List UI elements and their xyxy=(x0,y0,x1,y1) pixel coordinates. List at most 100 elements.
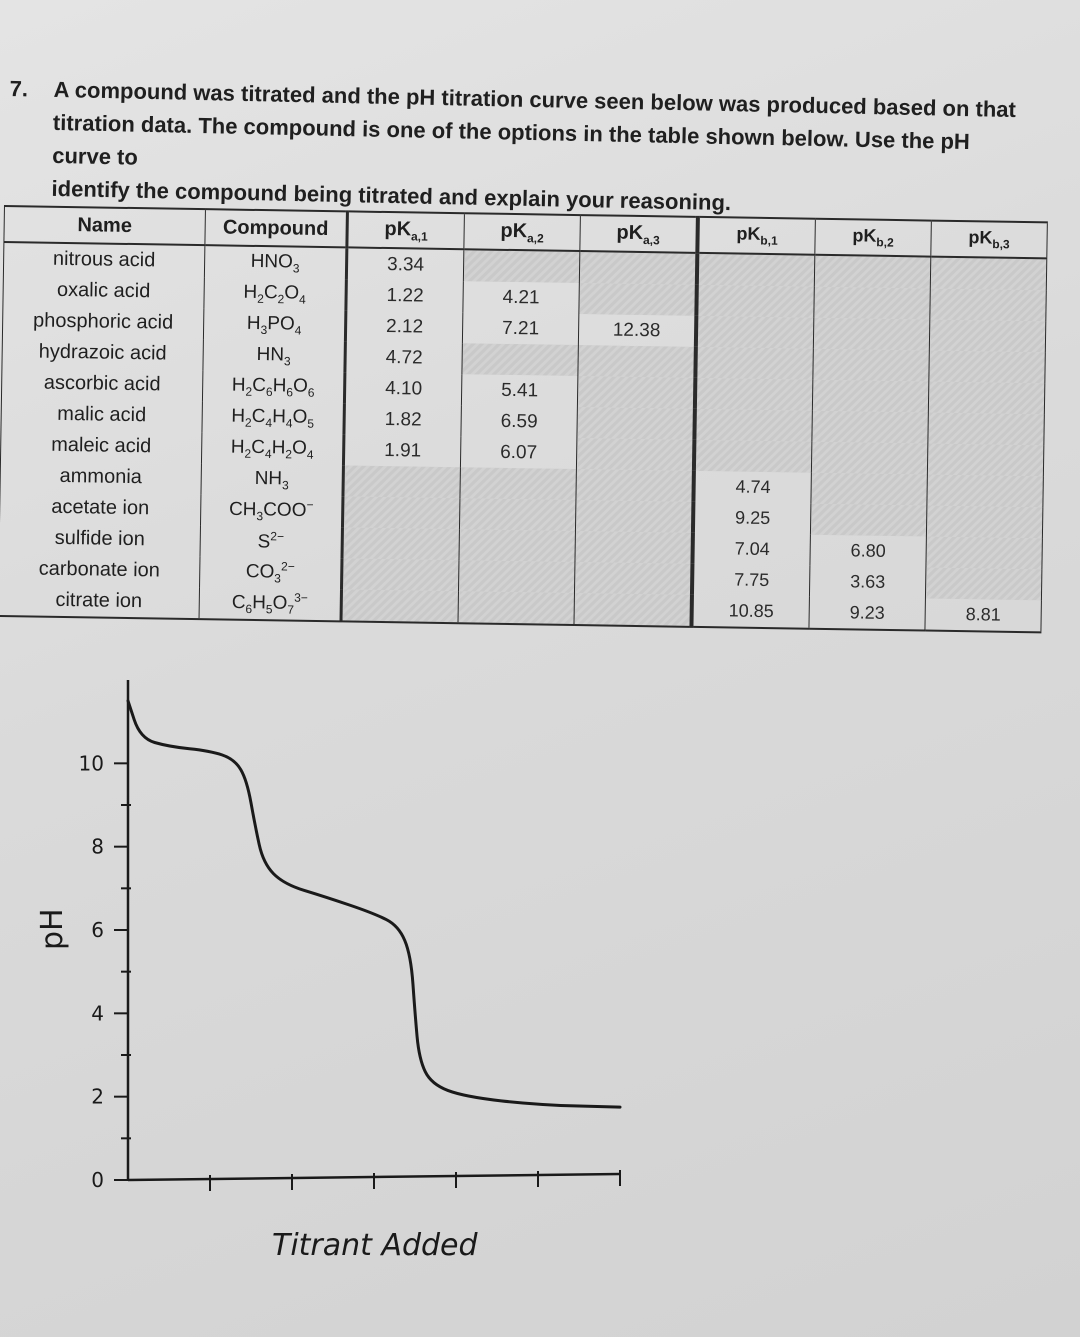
row-pka2 xyxy=(458,529,576,563)
row-pka2: 5.41 xyxy=(461,374,578,408)
row-pka1: 3.34 xyxy=(346,247,464,282)
row-pka2 xyxy=(457,591,575,626)
row-pka2: 6.59 xyxy=(460,405,578,439)
row-compound: H3PO4 xyxy=(203,308,346,342)
row-pkb2: 3.63 xyxy=(809,565,926,599)
row-pkb2 xyxy=(813,317,930,351)
row-pka1: 1.82 xyxy=(343,403,462,437)
row-pkb1 xyxy=(696,252,815,287)
row-pkb3 xyxy=(929,319,1046,353)
row-pkb2 xyxy=(812,379,929,413)
row-pkb1: 7.04 xyxy=(692,532,811,566)
row-name: phosphoric acid xyxy=(2,304,204,340)
row-pkb1: 9.25 xyxy=(692,501,811,535)
row-pka3 xyxy=(576,407,695,440)
row-pkb3 xyxy=(927,443,1044,477)
row-pka1 xyxy=(342,465,461,499)
row-pka3 xyxy=(577,345,696,378)
y-ticks: 0 2 4 6 8 10 xyxy=(79,751,131,1192)
y-tick-label-6: 6 xyxy=(91,918,104,942)
row-pkb2 xyxy=(812,348,930,382)
row-pkb3 xyxy=(925,536,1043,570)
row-pkb2 xyxy=(810,472,928,506)
row-name: acetate ion xyxy=(0,490,201,526)
titration-curve-line xyxy=(126,699,622,1109)
row-pka1 xyxy=(341,558,459,592)
row-pka1 xyxy=(341,527,460,561)
row-compound: H2C2O4 xyxy=(203,277,347,311)
row-pka3 xyxy=(574,531,693,564)
row-pka2 xyxy=(463,249,580,284)
row-pka2 xyxy=(459,498,576,532)
row-pkb3 xyxy=(927,412,1045,446)
y-tick-label-2: 2 xyxy=(91,1085,104,1109)
row-pka1: 4.72 xyxy=(344,341,463,375)
row-pkb2 xyxy=(811,441,928,475)
row-pkb3: 8.81 xyxy=(924,598,1042,633)
pk-data-table: Name Compound pKa,1 pKa,2 pKa,3 pKb,1 pK… xyxy=(0,205,1048,633)
row-name: malic acid xyxy=(0,397,203,433)
row-pka3 xyxy=(578,283,697,316)
y-axis-label: pH xyxy=(35,908,70,950)
row-compound: NH3 xyxy=(200,463,344,497)
row-name: carbonate ion xyxy=(0,552,201,588)
header-pka1: pKa,1 xyxy=(346,211,465,250)
header-pkb2: pKb,2 xyxy=(814,218,932,257)
row-pka2: 7.21 xyxy=(462,312,579,346)
row-name: oxalic acid xyxy=(2,273,205,309)
row-pka3 xyxy=(577,376,696,409)
header-pkb3: pKb,3 xyxy=(930,220,1048,259)
row-name: maleic acid xyxy=(0,428,202,464)
row-pka3 xyxy=(575,469,694,502)
question-number: 7. xyxy=(9,75,29,102)
row-pkb1 xyxy=(694,377,813,411)
row-pkb3 xyxy=(926,505,1043,539)
row-compound: H2C4H4O5 xyxy=(201,401,345,435)
row-pkb3 xyxy=(928,381,1045,415)
row-pkb3 xyxy=(926,474,1044,508)
header-pka2: pKa,2 xyxy=(463,213,581,252)
titration-curve-chart: 0 2 4 6 8 10 pH Titrant Added xyxy=(35,680,622,1263)
row-pkb1 xyxy=(695,346,814,380)
header-name: Name xyxy=(3,206,206,246)
row-pka2 xyxy=(461,343,579,377)
row-compound: HN3 xyxy=(202,339,346,373)
row-compound: CO32− xyxy=(199,556,342,590)
row-pkb1 xyxy=(693,439,812,473)
row-pka3 xyxy=(579,251,698,285)
row-pkb1 xyxy=(695,315,814,349)
row-pkb2 xyxy=(810,503,927,537)
question-7: 7. A compound was titrated and the pH ti… xyxy=(7,72,1030,225)
row-name: nitrous acid xyxy=(3,242,205,278)
row-pka1 xyxy=(341,589,459,624)
row-compound: S2− xyxy=(200,525,343,559)
row-pka2 xyxy=(458,560,575,594)
y-tick-label-10: 10 xyxy=(79,751,104,775)
x-ticks xyxy=(209,1170,621,1191)
header-pkb1: pKb,1 xyxy=(697,216,816,255)
row-name: ammonia xyxy=(0,459,202,495)
row-compound: HNO3 xyxy=(204,245,347,280)
row-pkb1: 10.85 xyxy=(691,594,810,629)
row-pka3 xyxy=(576,438,695,471)
row-pka3: 12.38 xyxy=(578,314,697,347)
row-name: citrate ion xyxy=(0,583,200,620)
row-pka2 xyxy=(459,467,577,501)
row-compound: H2C4H2O4 xyxy=(201,432,344,466)
row-pka2: 4.21 xyxy=(462,281,580,315)
y-tick-label-4: 4 xyxy=(91,1001,104,1025)
row-pkb2 xyxy=(811,410,929,444)
row-pka1: 2.12 xyxy=(345,310,463,344)
row-pkb2: 6.80 xyxy=(809,534,927,568)
row-compound: CH3COO− xyxy=(200,494,343,528)
header-pka3: pKa,3 xyxy=(579,215,698,253)
row-pkb2 xyxy=(814,254,931,289)
y-tick-label-8: 8 xyxy=(91,835,104,859)
row-pkb1: 7.75 xyxy=(691,563,810,597)
row-pkb1 xyxy=(694,408,813,442)
row-pka3 xyxy=(573,593,692,627)
row-pka2: 6.07 xyxy=(460,436,577,470)
row-pkb3 xyxy=(930,256,1047,291)
row-compound: C6H5O73− xyxy=(199,587,342,622)
